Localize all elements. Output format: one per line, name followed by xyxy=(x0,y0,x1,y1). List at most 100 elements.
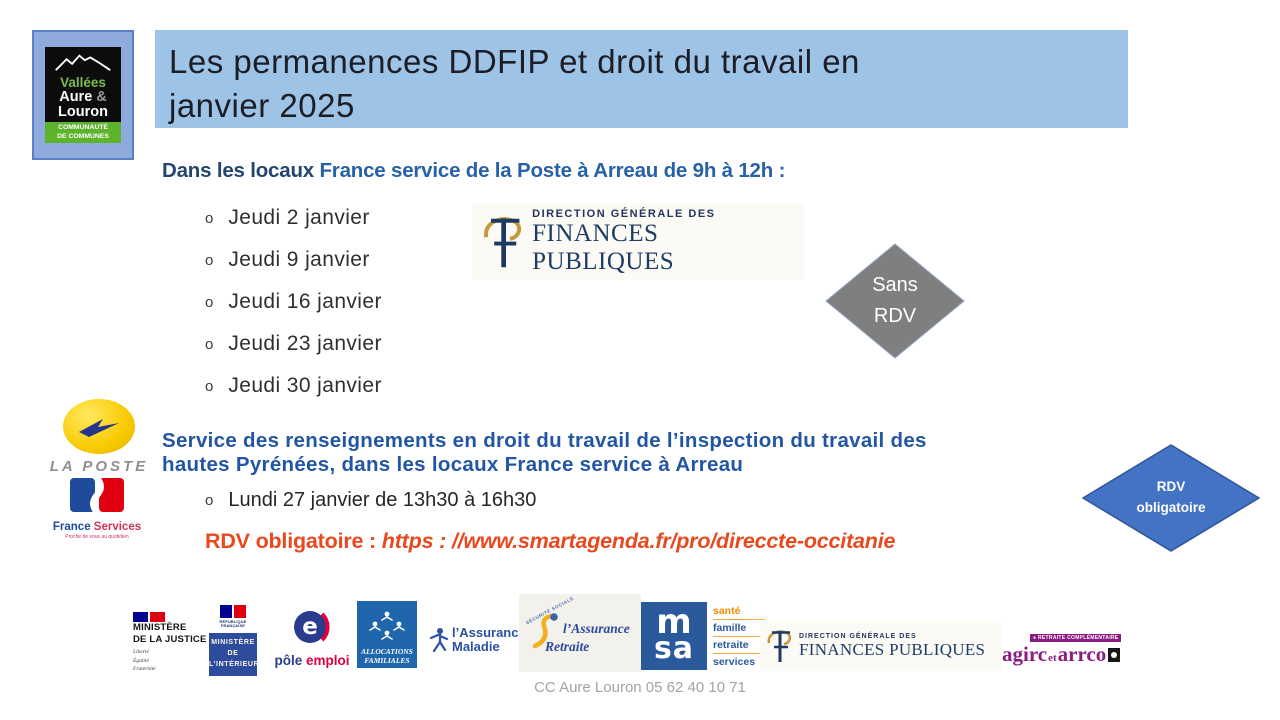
pole-emploi-wordmark: pôle emploi xyxy=(274,653,350,668)
slide-title-line1: Les permanences DDFIP et droit du travai… xyxy=(169,43,860,80)
rdv-obligatoire-badge: RDV obligatoire xyxy=(1082,444,1260,552)
sans-rdv-line1: Sans xyxy=(872,274,918,296)
assurance-maladie-wordmark: l’Assurance Maladie xyxy=(452,625,526,655)
dgfip-monogram-icon xyxy=(484,217,522,268)
french-flag-icon xyxy=(220,604,246,618)
rdv-booking-url[interactable]: https : //www.smartagenda.fr/pro/direcct… xyxy=(381,529,896,553)
org-name-line3: Louron xyxy=(58,103,108,120)
services-word: Services xyxy=(93,521,142,533)
msa-icon: m sa xyxy=(641,602,707,670)
list-item: o Jeudi 30 janvier xyxy=(205,365,382,407)
bullet-marker: o xyxy=(205,492,214,509)
agirc-top-bar: ● RETRAITE COMPLÉMENTAIRE xyxy=(1030,634,1122,642)
sans-rdv-line2: RDV xyxy=(873,305,917,327)
justice-line2: DE LA JUSTICE xyxy=(133,633,207,645)
org-band-line2: DE COMMUNES xyxy=(57,132,109,140)
logo-assurance-retraite: SÉCURITÉ SOCIALE l’Assurance Retraite xyxy=(519,594,641,672)
section2-heading-line1: Service des renseignements en droit du t… xyxy=(162,429,927,452)
caf-figures-icon xyxy=(369,611,405,640)
list-item: o Jeudi 2 janvier xyxy=(205,197,382,239)
justice-motto: Liberté Égalité Fraternité xyxy=(133,648,156,673)
france-services-logo: France Services Proche de vous au quotid… xyxy=(47,477,147,540)
section1-heading-rest: France service de la Poste à Arreau de 9… xyxy=(319,159,786,182)
section1-heading-pre: Dans les locaux xyxy=(162,159,320,182)
logo-agirc-arrco: ● RETRAITE COMPLÉMENTAIRE agirc et arrco xyxy=(1002,626,1126,665)
list-item: o Jeudi 9 janvier xyxy=(205,239,382,281)
bullet-marker: o xyxy=(205,209,214,227)
rdv-badge-line2: obligatoire xyxy=(1136,500,1206,515)
msa-item: santé xyxy=(713,603,765,620)
list-item-label: Jeudi 2 janvier xyxy=(228,206,370,229)
msa-item: famille xyxy=(713,620,765,637)
caf-wordmark: ALLOCATIONS FAMILIALES xyxy=(361,646,413,666)
section1-list: o Jeudi 2 janvier o Jeudi 9 janvier o Je… xyxy=(205,197,382,407)
msa-item: retraite xyxy=(713,637,765,654)
france-services-icon xyxy=(70,478,124,512)
sans-rdv-label: Sans RDV xyxy=(825,243,965,359)
list-item: o Jeudi 23 janvier xyxy=(205,323,382,365)
sans-rdv-badge: Sans RDV xyxy=(825,243,965,359)
bullet-marker: o xyxy=(205,251,214,269)
slide-title-bar: Les permanences DDFIP et droit du travai… xyxy=(155,30,1128,128)
section2-list-item: o Lundi 27 janvier de 13h30 à 16h30 xyxy=(205,489,536,512)
logo-assurance-maladie: l’Assurance Maladie xyxy=(427,625,527,655)
org-logo-band: COMMUNAUTÉ DE COMMUNES xyxy=(45,122,121,144)
justice-line1: MINISTÈRE xyxy=(133,622,187,633)
bullet-marker: o xyxy=(205,293,214,311)
interieur-name-box: MINISTÈRE DE L’INTÉRIEUR xyxy=(209,633,259,676)
section2-heading-line2: hautes Pyrénées, dans les locaux France … xyxy=(162,453,744,477)
list-item-label: Jeudi 16 janvier xyxy=(228,290,382,313)
interieur-flag-panel: RÉPUBLIQUE FRANÇAISE xyxy=(209,599,257,633)
bullet-marker: o xyxy=(205,377,214,395)
logo-ministere-justice: MINISTÈRE DE LA JUSTICE Liberté Égalité … xyxy=(133,612,217,674)
dgfip-logo-text: DIRECTION GÉNÉRALE DES FINANCES PUBLIQUE… xyxy=(532,208,796,276)
org-logo-black-panel: Vallées Aure & Louron xyxy=(45,46,121,123)
france-word: France xyxy=(52,521,91,533)
dgfip-line1: DIRECTION GÉNÉRALE DES xyxy=(532,208,716,220)
rdv-badge-line1: RDV xyxy=(1156,479,1186,495)
msa-item: services xyxy=(713,655,756,668)
logo-pole-emploi: e pôle emploi xyxy=(272,607,352,668)
section2-heading: Service des renseignements en droit du t… xyxy=(162,429,1162,477)
french-flag-icon xyxy=(133,612,217,622)
logo-ministere-interieur: RÉPUBLIQUE FRANÇAISE MINISTÈRE DE L’INTÉ… xyxy=(209,599,259,676)
dgfip-monogram-icon xyxy=(767,630,792,662)
mountains-icon xyxy=(55,54,111,71)
rdv-required-line: RDV obligatoire : https : //www.smartage… xyxy=(205,529,895,554)
assurance-retraite-wordmark: l’Assurance Retraite xyxy=(545,621,630,654)
logo-allocations-familiales: ALLOCATIONS FAMILIALES xyxy=(355,599,419,670)
org-logo: Vallées Aure & Louron COMMUNAUTÉ DE COMM… xyxy=(32,30,134,160)
list-item-label: Jeudi 30 janvier xyxy=(228,374,382,397)
logo-msa: m sa santé famille retraite services xyxy=(641,602,765,670)
agirc-wordmark: agirc et arrco xyxy=(1002,644,1126,665)
la-poste-bird-icon xyxy=(79,418,119,437)
france-services-wordmark: France Services xyxy=(47,521,147,533)
org-band-line1: COMMUNAUTÉ xyxy=(58,124,108,132)
dgfip-line2: FINANCES PUBLIQUES xyxy=(532,220,675,275)
slide-title-line2: janvier 2025 xyxy=(169,87,355,125)
pole-emploi-icon: e xyxy=(291,607,333,649)
dgfip-logo: DIRECTION GÉNÉRALE DES FINANCES PUBLIQUE… xyxy=(472,204,804,280)
logo-dgfip-small: DIRECTION GÉNÉRALE DES FINANCES PUBLIQUE… xyxy=(760,621,1002,671)
la-poste-icon xyxy=(63,399,135,454)
assurance-maladie-figure-icon xyxy=(429,628,449,653)
section2-item-label: Lundi 27 janvier de 13h30 à 16h30 xyxy=(228,489,537,511)
ampersand: & xyxy=(96,88,107,105)
diamond-shape xyxy=(1082,444,1260,552)
bullet-marker: o xyxy=(205,335,214,353)
la-poste-label: LA POSTE xyxy=(49,458,149,475)
diamond-shape xyxy=(825,243,965,359)
dgfip-small-text: DIRECTION GÉNÉRALE DES FINANCES PUBLIQUE… xyxy=(799,632,986,659)
footer-contact: CC Aure Louron 05 62 40 10 71 xyxy=(534,679,746,696)
france-services-tagline: Proche de vous au quotidien xyxy=(65,534,129,540)
org-name-line2: Aure & xyxy=(59,88,107,105)
rdv-obligatoire-label: RDV obligatoire xyxy=(1082,444,1260,552)
pole-emploi-circle-icon xyxy=(294,611,330,643)
rdv-required-label: RDV obligatoire : xyxy=(205,529,382,553)
list-item-label: Jeudi 9 janvier xyxy=(228,248,370,271)
list-item-label: Jeudi 23 janvier xyxy=(228,332,382,355)
agirc-square-icon xyxy=(1108,647,1121,662)
org-logo-inner: Vallées Aure & Louron COMMUNAUTÉ DE COMM… xyxy=(45,46,121,144)
la-poste-logo: LA POSTE xyxy=(40,399,158,475)
org-name-line1: Vallées xyxy=(60,75,106,90)
